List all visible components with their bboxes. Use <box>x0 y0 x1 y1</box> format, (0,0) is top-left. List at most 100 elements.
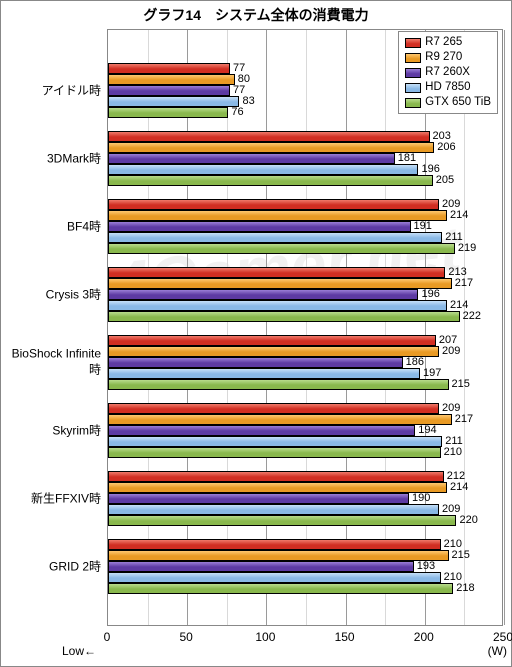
bar <box>108 335 436 346</box>
legend-item: R7 260X <box>405 65 491 80</box>
bar <box>108 311 460 322</box>
bar-value-label: 193 <box>414 561 435 572</box>
bar <box>108 504 439 515</box>
bar-group: 207209186197215 <box>108 335 502 390</box>
bar-value-label: 218 <box>453 583 474 594</box>
plot-area: 7780778376203206181196205209214191211219… <box>107 29 503 626</box>
legend-swatch <box>405 38 421 48</box>
legend-item: HD 7850 <box>405 80 491 95</box>
bar-value-label: 219 <box>455 243 476 254</box>
bar-value-label: 197 <box>420 368 441 379</box>
grid-major <box>187 30 188 625</box>
legend-label: R9 270 <box>425 50 462 65</box>
x-tick-label: 200 <box>414 630 434 644</box>
bar-value-label: 205 <box>433 175 454 186</box>
bar-group: 209217194211210 <box>108 403 502 458</box>
bar <box>108 471 444 482</box>
bar-value-label: 76 <box>228 107 243 118</box>
bar-value-label: 222 <box>460 311 481 322</box>
bar <box>108 243 455 254</box>
bar-value-label: 186 <box>403 357 424 368</box>
bar <box>108 561 414 572</box>
grid-minor <box>464 30 465 625</box>
bar <box>108 142 434 153</box>
bar-value-label: 217 <box>452 278 473 289</box>
category-label: GRID 2時 <box>1 557 101 574</box>
category-label: 新生FFXIV時 <box>1 489 101 506</box>
bar-group: 203206181196205 <box>108 131 502 186</box>
bar <box>108 85 230 96</box>
bar <box>108 379 449 390</box>
bar-value-label: 217 <box>452 414 473 425</box>
bar-group: 210215193210218 <box>108 539 502 594</box>
bar <box>108 74 235 85</box>
bar <box>108 436 442 447</box>
legend-label: R7 265 <box>425 35 462 50</box>
x-tick-label: 100 <box>255 630 275 644</box>
bar <box>108 583 453 594</box>
bar-value-label: 206 <box>434 142 455 153</box>
bar <box>108 493 409 504</box>
legend-swatch <box>405 53 421 63</box>
bar <box>108 278 452 289</box>
chart-container: グラフ14 システム全体の消費電力 4Gamer.net 77807783762… <box>0 0 512 667</box>
bar <box>108 357 403 368</box>
legend-label: R7 260X <box>425 65 470 80</box>
bar-group: 209214191211219 <box>108 199 502 254</box>
legend-swatch <box>405 83 421 93</box>
bar <box>108 96 239 107</box>
bar <box>108 175 433 186</box>
category-label: アイドル時 <box>1 81 101 98</box>
bar <box>108 107 228 118</box>
bar-value-label: 196 <box>418 289 439 300</box>
legend-item: R9 270 <box>405 50 491 65</box>
bar-value-label: 181 <box>395 153 416 164</box>
bar <box>108 447 441 458</box>
bar-group: 212214190209220 <box>108 471 502 526</box>
x-tick-label: 250 <box>493 630 512 644</box>
legend-swatch <box>405 98 421 108</box>
legend-item: R7 265 <box>405 35 491 50</box>
bar <box>108 199 439 210</box>
grid-major <box>504 30 505 625</box>
bar <box>108 403 439 414</box>
bar <box>108 515 456 526</box>
bar <box>108 63 230 74</box>
grid-major <box>266 30 267 625</box>
bar <box>108 232 442 243</box>
bar <box>108 572 441 583</box>
bar-value-label: 191 <box>411 221 432 232</box>
low-indicator: Low← <box>62 644 96 658</box>
bar <box>108 131 430 142</box>
legend-label: HD 7850 <box>425 80 470 95</box>
bar-value-label: 215 <box>449 550 470 561</box>
category-label: BioShock Infinite時 <box>1 346 101 377</box>
bar-value-label: 214 <box>447 210 468 221</box>
chart-title: グラフ14 システム全体の消費電力 <box>1 5 511 25</box>
grid-major <box>346 30 347 625</box>
bar <box>108 221 411 232</box>
legend-item: GTX 650 TiB <box>405 95 491 110</box>
axis-unit-label: (W) <box>488 644 507 658</box>
bar-group: 213217196214222 <box>108 267 502 322</box>
bar-value-label: 209 <box>439 346 460 357</box>
bar <box>108 414 452 425</box>
bar <box>108 482 447 493</box>
bar <box>108 539 441 550</box>
bar <box>108 550 449 561</box>
grid-minor <box>148 30 149 625</box>
bar <box>108 164 418 175</box>
category-label: Crysis 3時 <box>1 285 101 302</box>
bar-value-label: 215 <box>449 379 470 390</box>
grid-minor <box>227 30 228 625</box>
bar-value-label: 214 <box>447 482 468 493</box>
bar <box>108 300 447 311</box>
x-tick-label: 150 <box>335 630 355 644</box>
bar <box>108 346 439 357</box>
grid-major <box>425 30 426 625</box>
bar-value-label: 190 <box>409 493 430 504</box>
bar-value-label: 220 <box>456 515 477 526</box>
legend-swatch <box>405 68 421 78</box>
legend-label: GTX 650 TiB <box>425 95 491 110</box>
category-label: Skyrim時 <box>1 421 101 438</box>
